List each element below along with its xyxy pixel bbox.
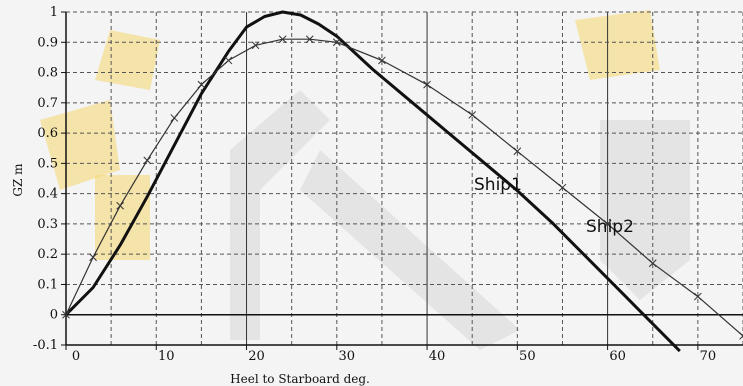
series-line-ship1	[64, 10, 681, 353]
data-point	[116, 201, 125, 210]
watermark-logo	[40, 10, 690, 350]
data-point	[558, 183, 567, 192]
data-point	[89, 253, 97, 262]
series-labels: Ship1 Ship2	[474, 175, 634, 237]
marker-stroke	[62, 310, 70, 319]
data-point	[694, 292, 702, 301]
y-tick-label: 0.1	[37, 277, 58, 292]
data-point	[378, 56, 386, 65]
data-point	[648, 259, 657, 268]
series-label-ship1: Ship1	[474, 175, 522, 195]
axes	[61, 11, 743, 350]
data-point	[62, 310, 70, 319]
marker-stroke	[116, 201, 125, 210]
data-point	[332, 38, 341, 47]
marker-stroke	[89, 253, 97, 262]
data-point	[513, 147, 522, 156]
data-point	[143, 156, 152, 165]
data-point	[170, 114, 179, 122]
y-tick-label: 0.6	[37, 126, 58, 141]
series-line-ship2	[65, 38, 743, 337]
data-point	[251, 41, 260, 50]
marker-stroke	[513, 147, 522, 156]
y-tick-label: 0.3	[37, 217, 58, 232]
marker-stroke	[468, 111, 477, 119]
y-tick-label: -0.1	[33, 338, 58, 353]
data-point	[305, 35, 314, 44]
data-point	[278, 35, 287, 44]
marker-stroke	[197, 80, 206, 89]
y-tick-label: 0.8	[37, 66, 58, 81]
marker-stroke	[143, 156, 152, 165]
data-point	[224, 56, 233, 65]
y-tick-label: 0.5	[37, 156, 58, 171]
marker-stroke	[558, 183, 567, 192]
y-tick-label: 0.9	[37, 35, 58, 50]
x-axis-label: Heel to Starboard deg.	[230, 372, 370, 386]
x-tick-label: 50	[519, 349, 536, 364]
y-tick-label: 1	[50, 5, 58, 20]
marker-stroke	[648, 259, 657, 268]
data-point	[468, 111, 477, 119]
marker-stroke	[694, 292, 702, 301]
series-label-ship2: Ship2	[586, 217, 634, 237]
x-tick-label: 40	[429, 349, 446, 364]
marker-stroke	[170, 114, 179, 122]
x-tick-label: 70	[700, 349, 717, 364]
series-group	[62, 10, 743, 353]
marker-stroke	[332, 38, 341, 47]
x-tick-label: 10	[158, 349, 175, 364]
data-point	[739, 332, 743, 340]
marker-stroke	[378, 56, 386, 65]
marker-stroke	[739, 335, 743, 340]
marker-stroke	[224, 56, 233, 65]
marker-stroke	[305, 35, 314, 44]
y-tick-label: 0.7	[37, 96, 58, 111]
y-tick-label: 0.4	[37, 187, 58, 202]
marker-stroke	[739, 332, 743, 337]
marker-stroke	[251, 41, 260, 50]
data-point	[197, 80, 206, 89]
data-point	[603, 220, 612, 228]
data-point	[423, 80, 431, 89]
x-tick-label: 0	[72, 349, 80, 364]
tick-labels: -0.100.10.20.30.40.50.60.70.80.910 10 20 30…	[33, 5, 716, 364]
y-tick-label: 0	[50, 308, 58, 323]
x-tick-label: 30	[339, 349, 356, 364]
y-tick-label: 0.2	[37, 247, 58, 262]
marker-stroke	[423, 80, 431, 89]
marker-stroke	[278, 35, 287, 44]
y-axis-label: GZ m	[11, 163, 25, 197]
marker-stroke	[603, 220, 612, 228]
x-tick-label: 60	[609, 349, 626, 364]
x-tick-label: 20	[248, 349, 265, 364]
